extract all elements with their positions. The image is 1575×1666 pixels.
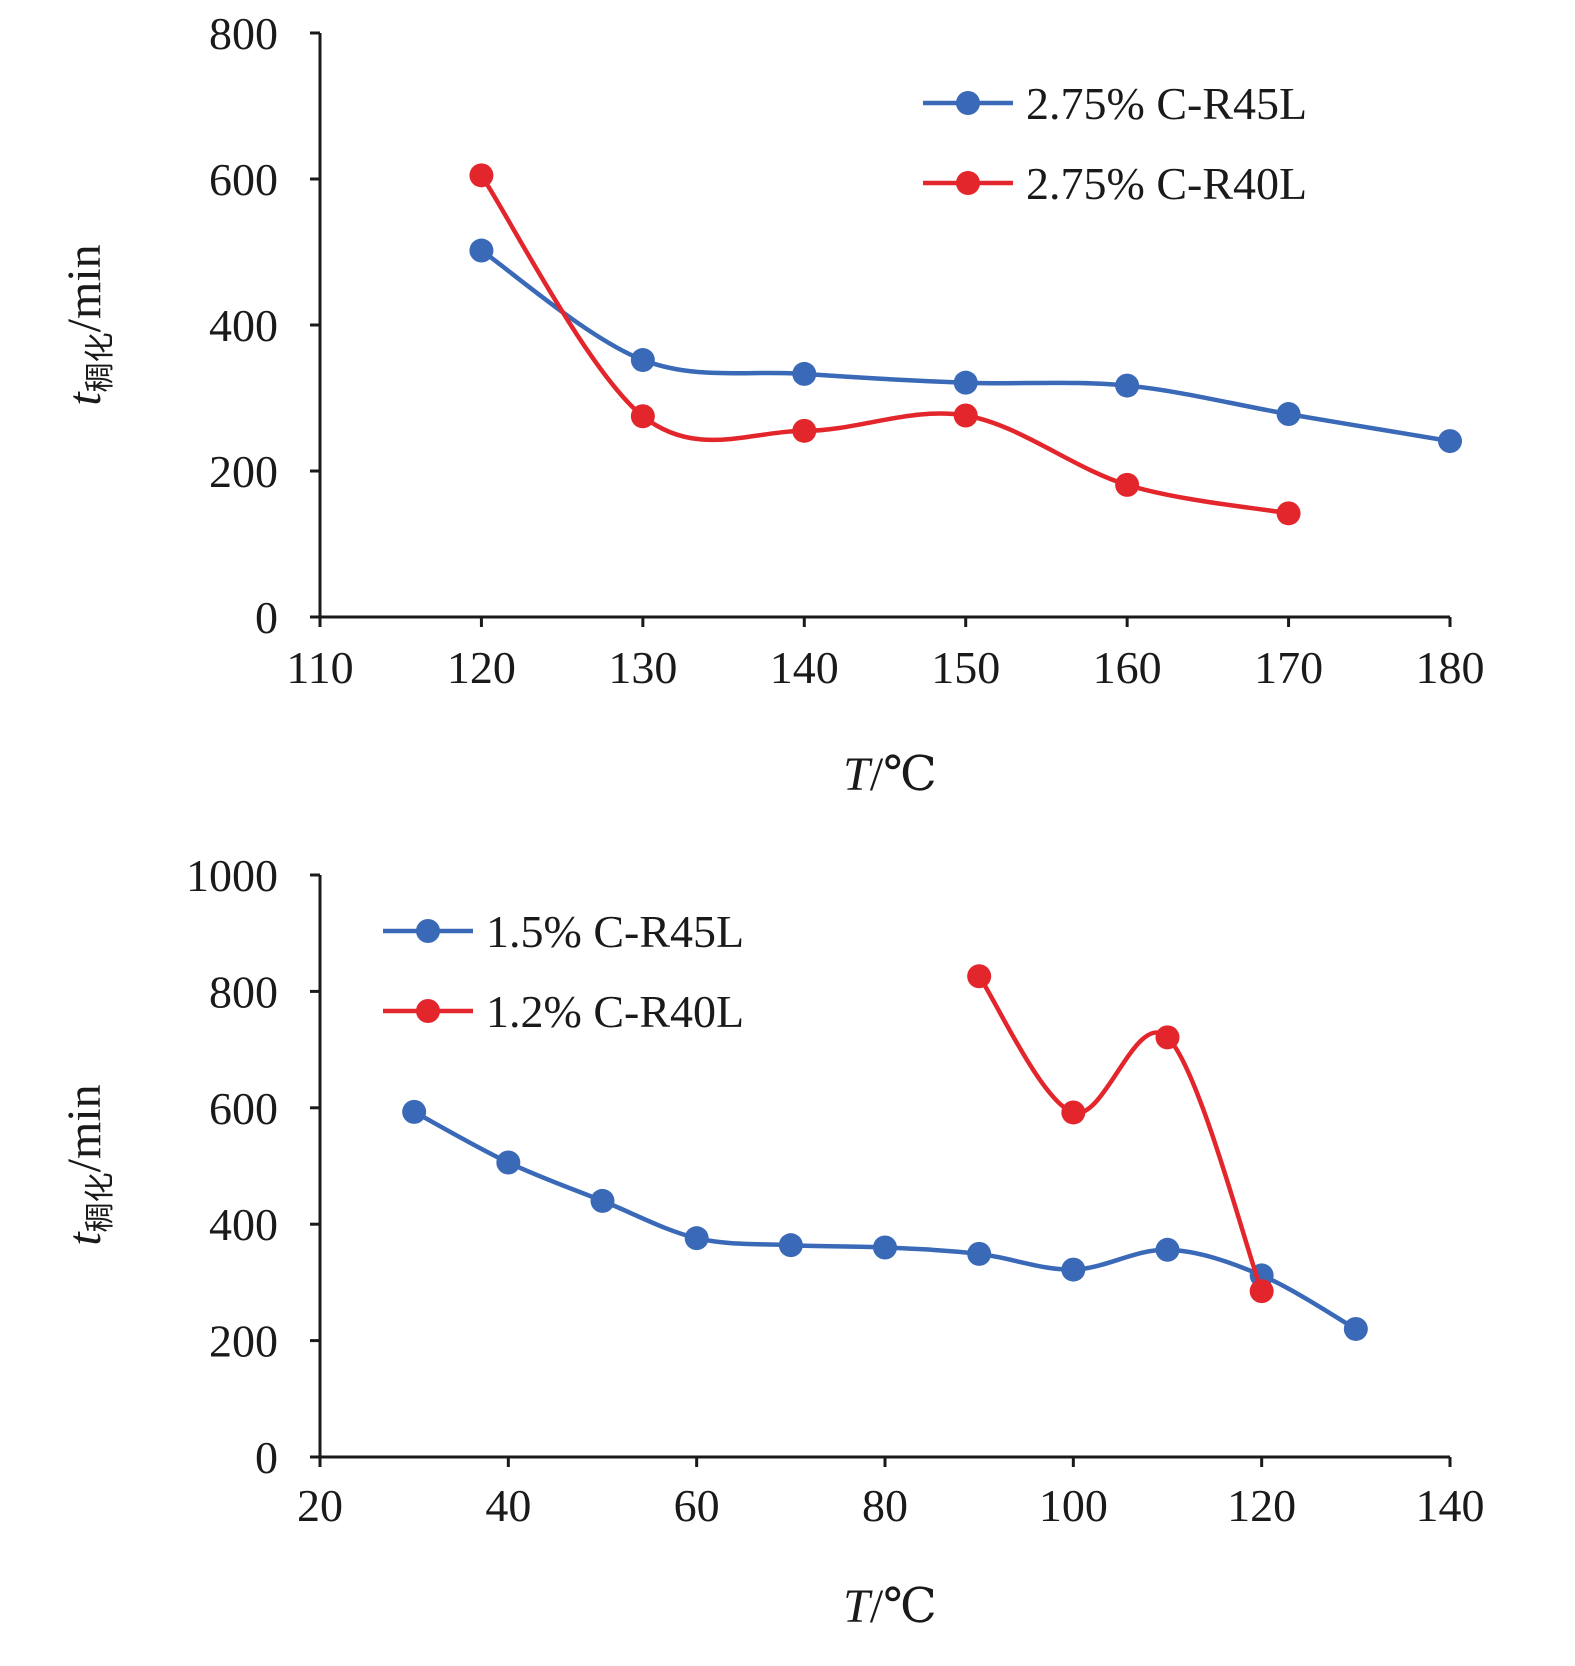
y-axis-title: t稠化/min: [58, 1084, 117, 1245]
x-tick-label: 160: [1093, 642, 1162, 693]
y-tick-label: 400: [209, 1199, 278, 1250]
data-point: [792, 361, 817, 386]
legend-label: 1.2% C-R40L: [486, 986, 744, 1037]
legend-entry: 2.75% C-R40L: [923, 158, 1307, 209]
y-axis-title-subscript: 稠化: [84, 332, 117, 392]
chart-2: 0 200 400 600 800 1000 20 40 60 80 100 120 140 T/℃ t稠化…: [58, 850, 1485, 1633]
data-point: [590, 1188, 615, 1213]
x-axis-title-symbol: T: [843, 748, 873, 801]
series-1: [402, 1099, 1368, 1341]
x-axis-title-unit: /℃: [870, 1580, 937, 1633]
data-point: [1115, 472, 1140, 497]
x-tick-label: 60: [674, 1480, 720, 1531]
data-point: [1061, 1257, 1086, 1282]
y-axis-title-unit: /min: [58, 244, 111, 332]
y-tick-label: 200: [209, 446, 278, 497]
data-point: [1276, 501, 1301, 526]
legend-swatch-marker: [956, 91, 980, 115]
legend-entry: 1.2% C-R40L: [383, 986, 744, 1037]
data-point: [792, 418, 817, 443]
y-axis-title: t稠化/min: [58, 244, 117, 405]
y-tick-label: 0: [255, 1432, 278, 1483]
y-tick-label: 400: [209, 300, 278, 351]
legend-label: 2.75% C-R40L: [1026, 158, 1307, 209]
data-point: [1249, 1279, 1274, 1304]
data-point: [967, 1241, 992, 1266]
y-tick-label: 1000: [186, 850, 278, 901]
x-tick-label: 120: [447, 642, 516, 693]
series-line: [977, 975, 1264, 1292]
data-point: [953, 403, 978, 428]
chart-1: 0 200 400 600 800 110 120 130 140 150 160 170 180 T/℃…: [58, 8, 1485, 801]
data-point: [1061, 1100, 1086, 1125]
x-axis-title: T/℃: [843, 748, 937, 801]
legend-label: 2.75% C-R45L: [1026, 78, 1307, 129]
data-point: [873, 1235, 897, 1260]
data-point: [469, 238, 494, 263]
data-point: [630, 404, 655, 429]
x-tick-label: 170: [1254, 642, 1323, 693]
y-tick-label: 200: [209, 1316, 278, 1367]
legend-entry: 1.5% C-R45L: [383, 906, 744, 957]
x-axis-title: T/℃: [843, 1580, 937, 1633]
x-tick-label: 100: [1039, 1480, 1108, 1531]
y-tick-label: 600: [209, 154, 278, 205]
legend-swatch-marker: [416, 999, 440, 1023]
x-tick-label: 40: [485, 1480, 531, 1531]
series-1: [469, 238, 1462, 454]
x-axis-title-symbol: T: [843, 1580, 873, 1633]
x-tick-label: 80: [862, 1480, 908, 1531]
data-point: [967, 964, 992, 989]
x-tick-label: 130: [608, 642, 677, 693]
x-axis-title-unit: /℃: [870, 748, 937, 801]
legend-swatch-marker: [956, 171, 980, 195]
data-point: [1155, 1237, 1180, 1262]
data-point: [953, 370, 978, 395]
x-tick-label: 20: [297, 1480, 343, 1531]
y-axis-title-symbol: t: [58, 1231, 111, 1246]
x-tick-label: 150: [931, 642, 1000, 693]
data-point: [630, 348, 655, 373]
x-tick-label: 140: [770, 642, 839, 693]
data-point: [1438, 429, 1462, 454]
x-tick-label: 110: [286, 642, 353, 693]
data-point: [1115, 373, 1140, 398]
y-axis-title-unit: /min: [58, 1084, 111, 1172]
data-point: [1276, 402, 1301, 427]
y-tick-label: 600: [209, 1083, 278, 1134]
y-tick-label: 800: [209, 8, 278, 59]
data-point: [469, 163, 494, 188]
y-axis-title-symbol: t: [58, 391, 111, 406]
legend-entry: 2.75% C-R45L: [923, 78, 1307, 129]
y-axis-title-subscript: 稠化: [84, 1172, 117, 1232]
data-point: [496, 1150, 521, 1175]
x-tick-label: 120: [1227, 1480, 1296, 1531]
data-point: [778, 1233, 803, 1258]
x-tick-label: 140: [1416, 1480, 1485, 1531]
y-tick-label: 800: [209, 966, 278, 1017]
legend-label: 1.5% C-R45L: [486, 906, 744, 957]
series-line: [479, 174, 1289, 516]
series-2: [469, 163, 1301, 526]
data-point: [402, 1099, 427, 1124]
data-point: [684, 1226, 709, 1251]
data-point: [1343, 1316, 1368, 1341]
series-2: [967, 964, 1274, 1304]
x-tick-label: 180: [1416, 642, 1485, 693]
legend-swatch-marker: [416, 919, 440, 943]
data-point: [1155, 1025, 1180, 1050]
y-tick-label: 0: [255, 592, 278, 643]
